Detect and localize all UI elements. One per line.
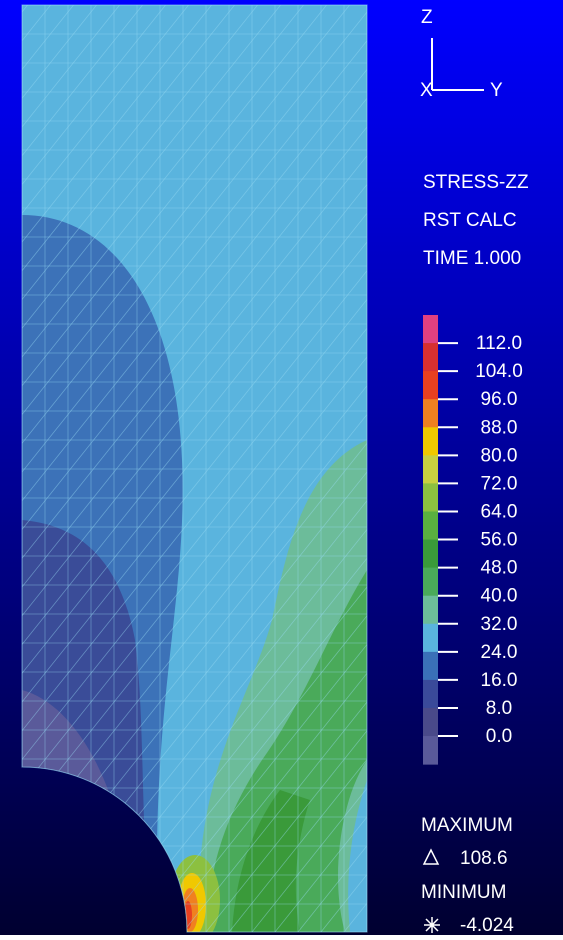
legend-swatch	[423, 708, 438, 737]
legend-label: 8.0	[486, 698, 512, 719]
legend-label: 80.0	[481, 445, 518, 466]
min-value: -4.024	[460, 915, 514, 935]
legend-swatch	[423, 652, 438, 681]
max-label: MAXIMUM	[421, 815, 513, 836]
legend-label: 72.0	[481, 473, 518, 494]
min-symbol	[424, 917, 440, 933]
legend-label: 40.0	[481, 586, 518, 607]
legend-label: 96.0	[481, 389, 518, 410]
legend-title: TIME 1.000	[423, 248, 521, 269]
legend-label: 32.0	[481, 614, 518, 635]
legend-swatch	[423, 568, 438, 597]
legend-swatch	[423, 540, 438, 569]
x-label: X	[420, 80, 433, 101]
legend-label: 56.0	[481, 530, 518, 551]
legend-swatch	[423, 736, 438, 765]
legend-swatch	[423, 511, 438, 540]
legend-title: STRESS-ZZ	[423, 172, 529, 193]
legend-label: 48.0	[481, 558, 518, 579]
legend-label: 104.0	[475, 361, 523, 382]
y-label: Y	[490, 80, 503, 101]
legend-swatch	[423, 680, 438, 709]
legend-label: 0.0	[486, 726, 512, 747]
legend-swatch	[423, 483, 438, 512]
z-label: Z	[421, 7, 433, 28]
legend-swatch	[423, 315, 438, 344]
legend-label: 16.0	[481, 670, 518, 691]
max-value: 108.6	[460, 848, 508, 869]
legend-swatch	[423, 371, 438, 400]
legend-label: 88.0	[481, 417, 518, 438]
legend-swatch	[423, 343, 438, 372]
legend-swatch	[423, 596, 438, 625]
legend-swatch	[423, 399, 438, 428]
legend-swatch	[423, 455, 438, 484]
min-label: MINIMUM	[421, 882, 506, 903]
legend-label: 24.0	[481, 642, 518, 663]
legend-swatch	[423, 427, 438, 456]
legend-label: 64.0	[481, 502, 518, 523]
legend-label: 112.0	[476, 333, 522, 354]
legend-title: RST CALC	[423, 210, 517, 231]
legend-swatch	[423, 624, 438, 653]
screen: Z X Y STRESS-ZZ RST CALC TIME 1.000 112.…	[0, 0, 563, 935]
